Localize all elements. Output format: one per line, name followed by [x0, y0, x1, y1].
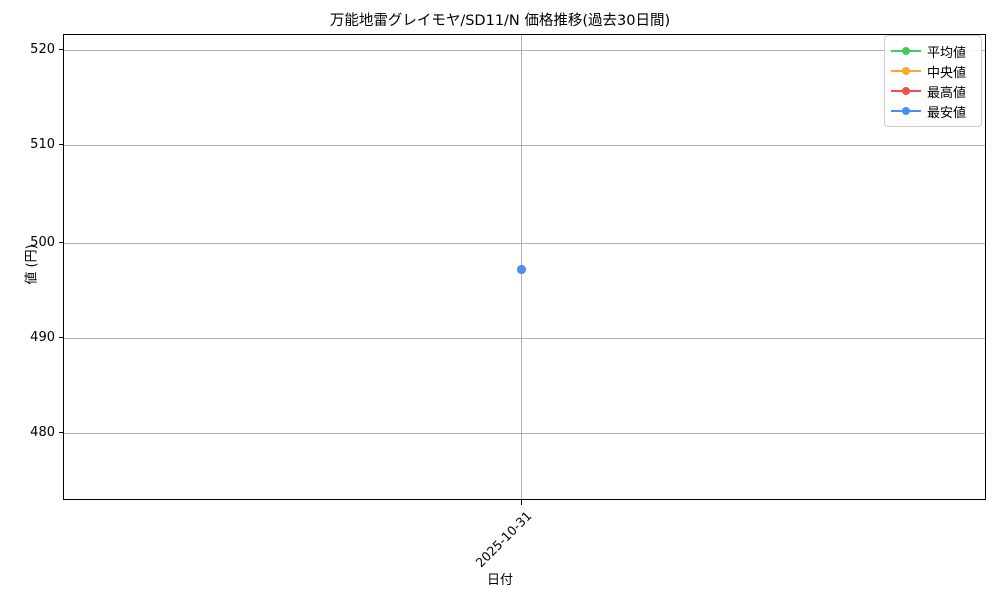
legend-item-average[interactable]: 平均値: [891, 41, 975, 61]
legend-item-min[interactable]: 最安値: [891, 101, 975, 121]
legend-marker-max-icon: [891, 85, 921, 97]
gridline-490: [64, 338, 985, 339]
y-tick-label-490: 490: [30, 330, 55, 345]
chart-title: 万能地雷グレイモヤ/SD11/N 価格推移(過去30日間): [329, 13, 671, 29]
x-axis-label: 日付: [486, 573, 513, 588]
y-tick-label-480: 480: [30, 425, 55, 440]
legend-marker-min-icon: [891, 105, 921, 117]
legend-label-average: 平均値: [927, 45, 967, 61]
y-tick-mark-510: [58, 144, 63, 146]
data-point-min: [517, 264, 526, 274]
plot-area: 平均値 中央値 最高値 最安: [63, 34, 986, 500]
legend-marker-average-icon: [891, 45, 921, 57]
legend-item-median[interactable]: 中央値: [891, 61, 975, 81]
legend: 平均値 中央値 最高値 最安: [884, 35, 982, 127]
x-tick-label-2025-10-31: 2025-10-31: [472, 508, 535, 571]
legend-item-max[interactable]: 最高値: [891, 81, 975, 101]
y-tick-mark-480: [58, 432, 63, 434]
legend-marker-median-icon: [891, 65, 921, 77]
legend-label-max: 最高値: [927, 85, 967, 101]
gridline-510: [64, 145, 985, 146]
y-tick-label-520: 520: [30, 42, 55, 57]
x-tick-mark-2025-10-31: [520, 500, 522, 505]
y-tick-mark-490: [58, 337, 63, 339]
legend-label-min: 最安値: [927, 105, 967, 121]
legend-label-median: 中央値: [927, 65, 967, 81]
gridline-480: [64, 433, 985, 434]
gridline-520: [64, 50, 985, 51]
y-tick-mark-520: [58, 49, 63, 51]
gridline-500: [64, 243, 985, 244]
y-tick-label-500: 500: [30, 235, 55, 250]
y-tick-label-510: 510: [30, 137, 55, 152]
y-tick-mark-500: [58, 242, 63, 244]
